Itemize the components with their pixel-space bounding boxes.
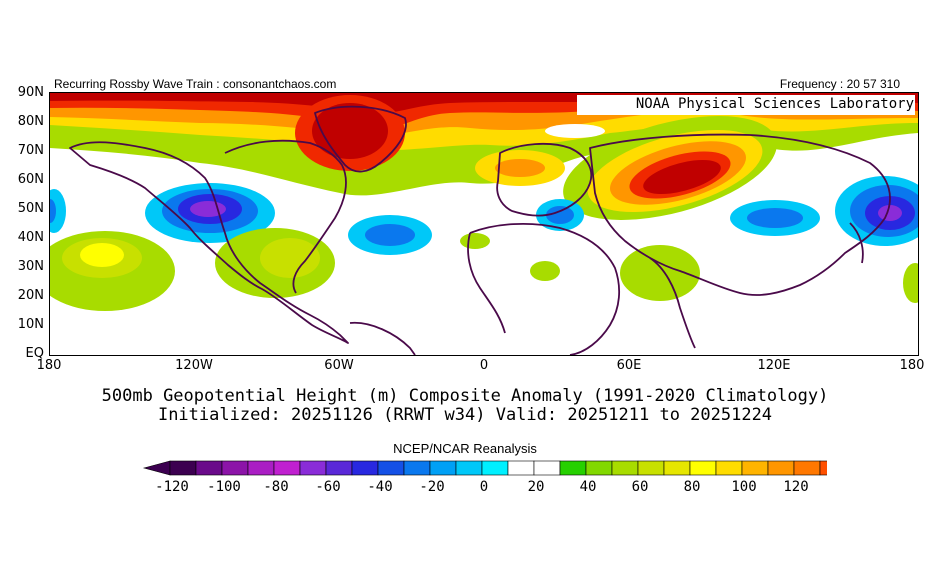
colorbar-swatch bbox=[351, 460, 379, 476]
colorbar-swatch bbox=[689, 460, 717, 476]
org-label-box bbox=[577, 95, 915, 115]
colorbar-swatch bbox=[637, 460, 665, 476]
lat-label-70n: 70N bbox=[17, 143, 44, 158]
lon-label-120e: 120E bbox=[757, 358, 791, 373]
colorbar-label: -60 bbox=[315, 479, 341, 495]
colorbar-swatch bbox=[455, 460, 483, 476]
lon-label-180e: 180 bbox=[899, 358, 925, 373]
colorbar-swatch bbox=[793, 460, 821, 476]
header-frequency: Frequency : 20 57 310 bbox=[779, 77, 900, 91]
colorbar-label: -40 bbox=[367, 479, 393, 495]
lon-label-60w: 60W bbox=[324, 358, 354, 373]
colorbar-swatch bbox=[611, 460, 639, 476]
colorbar-label: -20 bbox=[419, 479, 445, 495]
colorbar-swatch bbox=[507, 460, 535, 476]
colorbar-swatch bbox=[767, 460, 795, 476]
colorbar-label: 80 bbox=[683, 479, 701, 495]
colorbar-swatch bbox=[169, 460, 197, 476]
colorbar-swatch bbox=[819, 460, 827, 476]
map-panel bbox=[49, 92, 919, 356]
lat-label-eq: EQ bbox=[25, 346, 44, 361]
anomaly-map bbox=[50, 93, 918, 355]
lon-label-180w: 180 bbox=[36, 358, 62, 373]
colorbar-label: -100 bbox=[207, 479, 241, 495]
colorbar-swatch bbox=[377, 460, 405, 476]
header-credit: Recurring Rossby Wave Train : consonantc… bbox=[54, 77, 337, 91]
lat-label-40n: 40N bbox=[17, 230, 44, 245]
colorbar-arrow-low bbox=[142, 460, 171, 476]
colorbar-label: 100 bbox=[731, 479, 757, 495]
colorbar-swatch bbox=[325, 460, 353, 476]
coastlines bbox=[69, 105, 891, 355]
org-label: NOAA Physical Sciences Laboratory bbox=[635, 96, 914, 112]
colorbar-swatch bbox=[299, 460, 327, 476]
colorbar bbox=[142, 460, 827, 476]
lon-label-120w: 120W bbox=[175, 358, 213, 373]
colorbar-swatch bbox=[429, 460, 457, 476]
lon-label-0: 0 bbox=[479, 358, 489, 373]
colorbar-label: 0 bbox=[479, 479, 489, 495]
colorbar-swatch bbox=[559, 460, 587, 476]
colorbar-swatch bbox=[663, 460, 691, 476]
lat-label-50n: 50N bbox=[17, 201, 44, 216]
colorbar-label: -80 bbox=[263, 479, 289, 495]
colorbar-swatch bbox=[273, 460, 301, 476]
colorbar-swatch bbox=[221, 460, 249, 476]
colorbar-swatch bbox=[195, 460, 223, 476]
colorbar-swatch bbox=[533, 460, 561, 476]
colorbar-swatch bbox=[741, 460, 769, 476]
lat-label-80n: 80N bbox=[17, 114, 44, 129]
colorbar-swatch bbox=[585, 460, 613, 476]
colorbar-swatch bbox=[715, 460, 743, 476]
colorbar-label: 40 bbox=[579, 479, 597, 495]
colorbar-swatch bbox=[247, 460, 275, 476]
lat-label-90n: 90N bbox=[17, 85, 44, 100]
colorbar-label: 120 bbox=[783, 479, 809, 495]
colorbar-swatch bbox=[403, 460, 431, 476]
lat-label-20n: 20N bbox=[17, 288, 44, 303]
map-title: 500mb Geopotential Height (m) Composite … bbox=[101, 386, 829, 406]
data-source-label: NCEP/NCAR Reanalysis bbox=[393, 441, 537, 456]
lat-label-10n: 10N bbox=[17, 317, 44, 332]
lon-label-60e: 60E bbox=[616, 358, 642, 373]
lat-label-60n: 60N bbox=[17, 172, 44, 187]
map-subtitle: Initialized: 20251126 (RRWT w34) Valid: … bbox=[157, 405, 773, 425]
colorbar-label: -120 bbox=[155, 479, 189, 495]
colorbar-swatch bbox=[481, 460, 509, 476]
colorbar-label: 20 bbox=[527, 479, 545, 495]
lat-label-30n: 30N bbox=[17, 259, 44, 274]
colorbar-label: 60 bbox=[631, 479, 649, 495]
